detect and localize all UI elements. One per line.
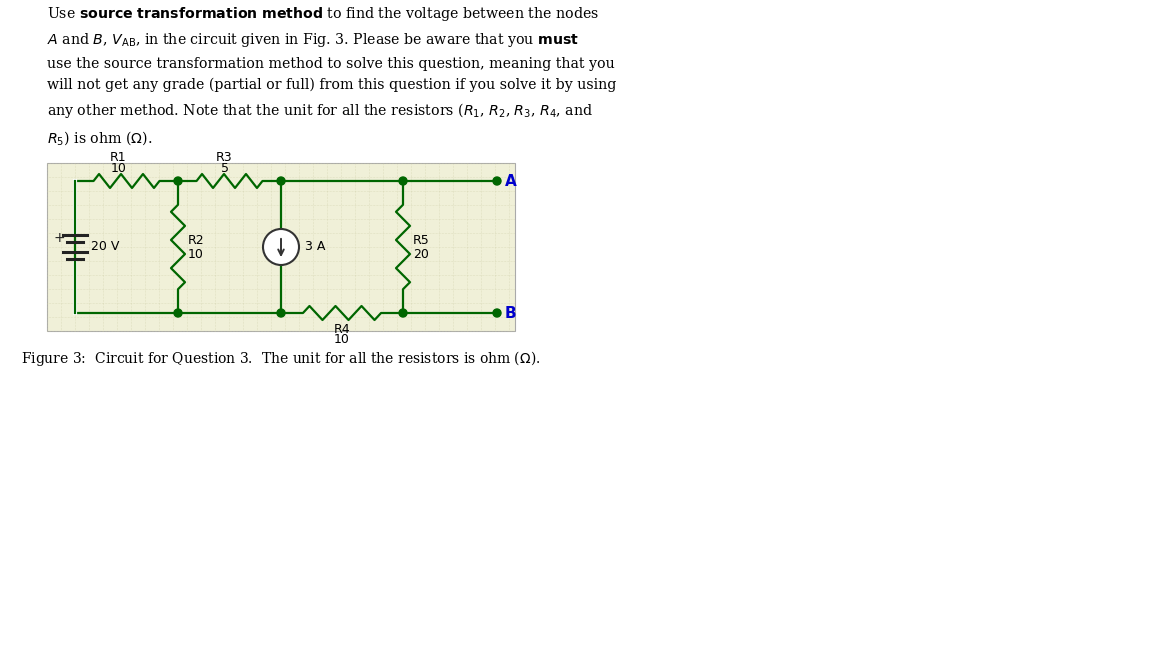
- Text: 5: 5: [220, 162, 228, 175]
- Text: B: B: [505, 305, 516, 321]
- Circle shape: [399, 309, 407, 317]
- Text: A: A: [505, 174, 517, 189]
- Text: Use $\mathbf{source\ transformation\ method}$ to find the voltage between the no: Use $\mathbf{source\ transformation\ met…: [47, 5, 616, 147]
- Circle shape: [493, 177, 501, 185]
- Text: +: +: [53, 231, 65, 245]
- Text: 10: 10: [334, 333, 350, 346]
- Circle shape: [493, 309, 501, 317]
- Text: R3: R3: [217, 151, 233, 164]
- Text: 20: 20: [414, 248, 429, 260]
- Circle shape: [174, 309, 182, 317]
- Circle shape: [174, 177, 182, 185]
- Text: 10: 10: [188, 248, 204, 260]
- Bar: [47, 163, 515, 331]
- Circle shape: [263, 229, 300, 265]
- Text: R1: R1: [111, 151, 127, 164]
- Text: 3 A: 3 A: [305, 240, 325, 253]
- Text: 20 V: 20 V: [91, 240, 120, 253]
- Text: 10: 10: [111, 162, 127, 175]
- Text: R5: R5: [414, 233, 430, 246]
- Text: R2: R2: [188, 233, 205, 246]
- Text: R4: R4: [334, 323, 350, 336]
- Circle shape: [276, 309, 285, 317]
- Circle shape: [399, 177, 407, 185]
- Circle shape: [276, 177, 285, 185]
- Text: Figure 3:  Circuit for Question 3.  The unit for all the resistors is ohm ($\Ome: Figure 3: Circuit for Question 3. The un…: [21, 349, 540, 368]
